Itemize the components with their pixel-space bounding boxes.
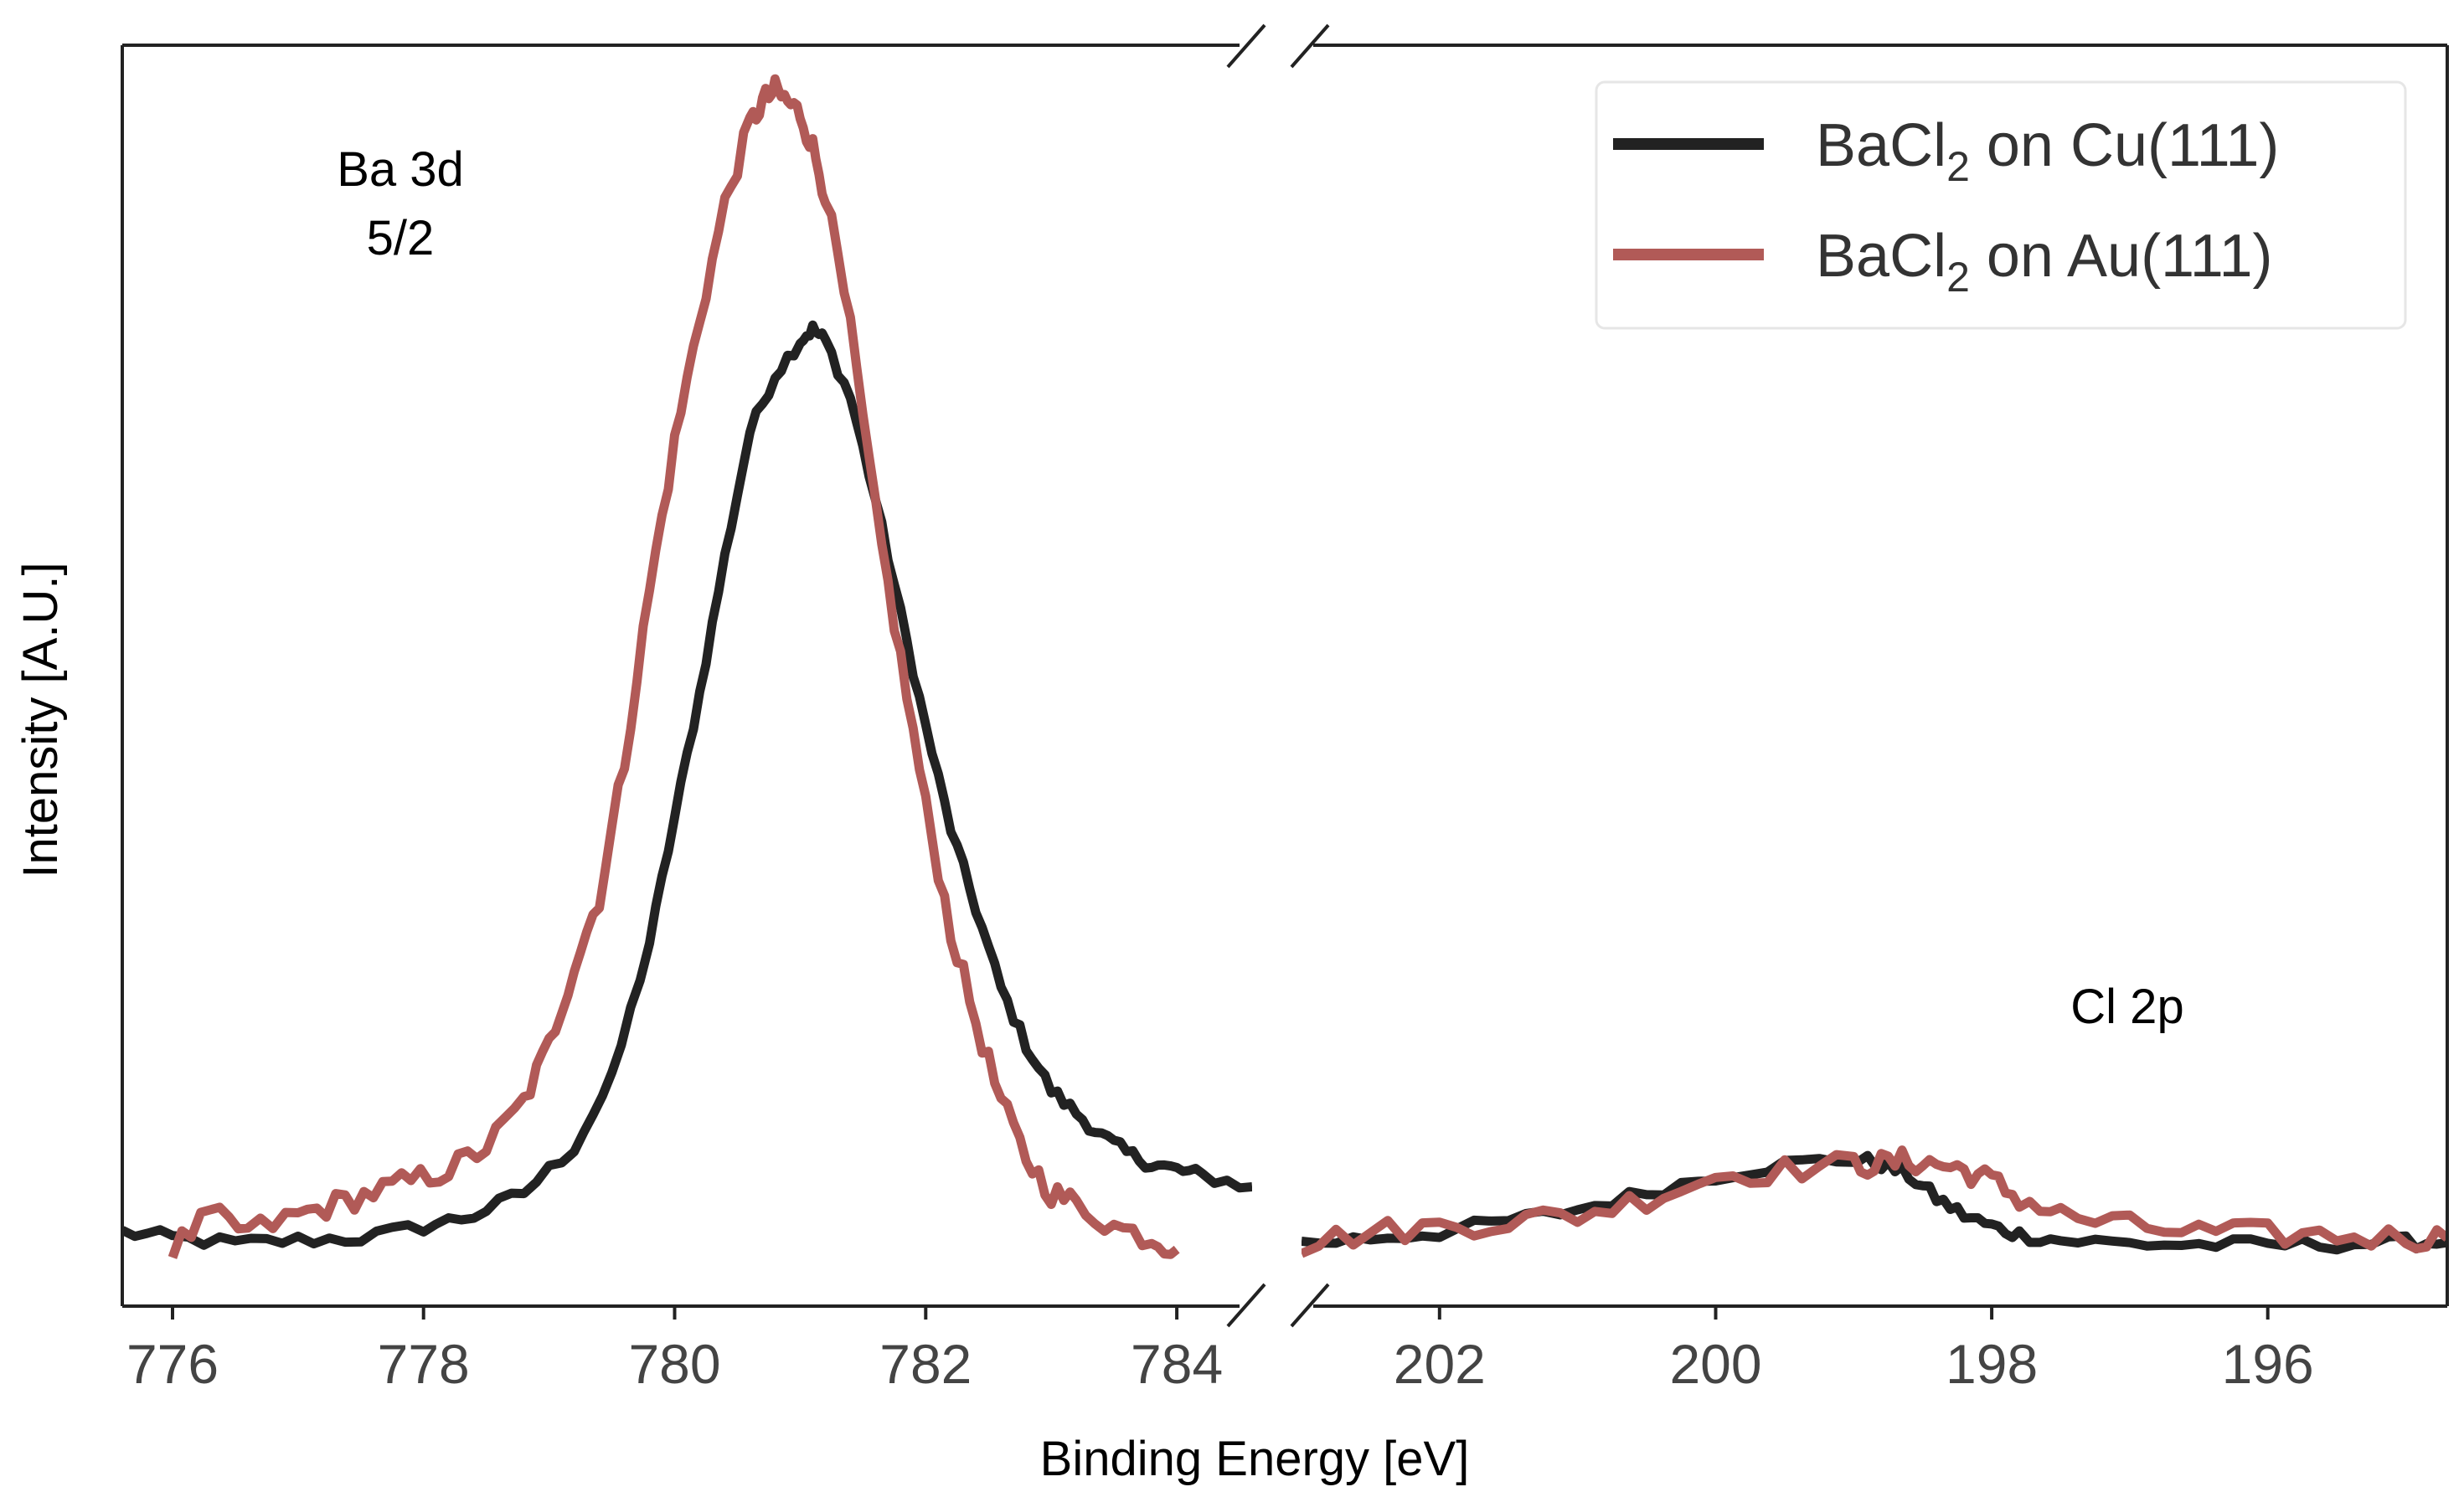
- legend: BaCl2 on Cu(111) BaCl2 on Au(111): [1595, 80, 2407, 330]
- series-line-au-right: [1302, 1145, 2447, 1258]
- legend-box: [1595, 80, 2407, 330]
- legend-entry-cu: BaCl2 on Cu(111): [1613, 112, 2279, 190]
- x-ticks: 776 778 780 782 784 202 200 198 196: [126, 1306, 2314, 1395]
- annotation-ba-3d-line1: Ba 3d: [337, 142, 464, 197]
- x-tick-label-196: 196: [2222, 1333, 2314, 1395]
- axes-frame: [121, 44, 2449, 1308]
- series-line-cu-left: [122, 320, 1252, 1250]
- break-mark-bottom-right: [1290, 1283, 1330, 1328]
- annotation-cl-2p: Cl 2p: [2070, 980, 2183, 1034]
- axis-break-markers: [1226, 23, 1330, 1328]
- break-mark-top-left: [1226, 23, 1266, 69]
- series-layer: [122, 74, 2447, 1259]
- break-mark-bottom-left: [1226, 1283, 1266, 1328]
- x-tick-label-784: 784: [1131, 1333, 1223, 1395]
- x-tick-label-778: 778: [378, 1333, 470, 1395]
- x-tick-label-780: 780: [628, 1333, 720, 1395]
- y-axis-title: Intensity [A.U.]: [13, 562, 68, 877]
- x-tick-label-202: 202: [1394, 1333, 1486, 1395]
- legend-label-au: BaCl2 on Au(111): [1816, 223, 2272, 301]
- x-tick-label-776: 776: [126, 1333, 219, 1395]
- series-line-au-left: [168, 74, 1180, 1259]
- annotation-ba-3d-line2: 5/2: [367, 211, 435, 265]
- break-mark-top-right: [1290, 23, 1330, 69]
- x-axis-title: Binding Energy [eV]: [1040, 1432, 1470, 1486]
- x-tick-label-200: 200: [1669, 1333, 1761, 1395]
- x-tick-label-198: 198: [1946, 1333, 2038, 1395]
- legend-label-cu: BaCl2 on Cu(111): [1816, 112, 2279, 190]
- x-tick-label-782: 782: [879, 1333, 972, 1395]
- annotation-ba-3d: Ba 3d 5/2: [337, 142, 464, 265]
- legend-entry-au: BaCl2 on Au(111): [1613, 223, 2272, 301]
